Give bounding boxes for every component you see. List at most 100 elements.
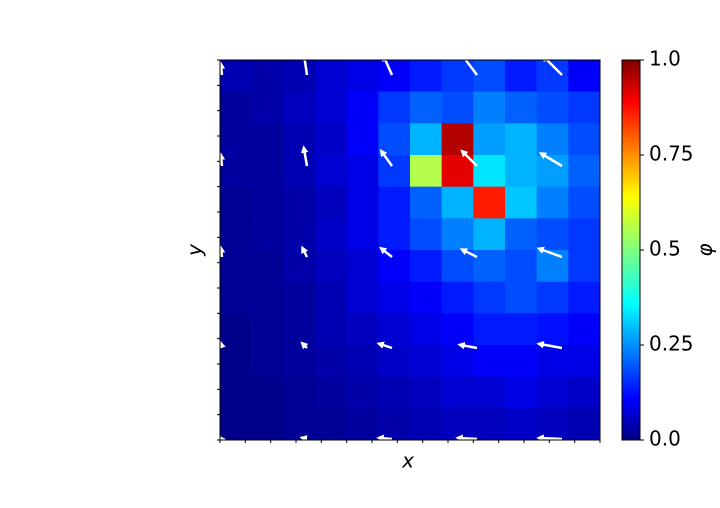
arrow: [217, 245, 226, 258]
cell: [473, 281, 506, 314]
cell: [473, 345, 506, 377]
cell: [441, 281, 474, 314]
cell: [505, 155, 537, 187]
cell: [346, 91, 379, 124]
cell: [410, 186, 442, 219]
cell: [283, 376, 316, 409]
cell: [568, 376, 601, 409]
arrow: [376, 341, 393, 350]
cell: [473, 186, 506, 219]
cell: [568, 186, 601, 219]
cell: [568, 123, 601, 156]
cell: [473, 218, 506, 251]
cell: [346, 60, 379, 92]
cell: [346, 313, 379, 346]
cell: [441, 218, 474, 251]
cell: [473, 313, 506, 346]
cell: [283, 91, 316, 124]
cell: [536, 91, 569, 124]
colorbar-tick-label: 0.0: [649, 427, 681, 451]
cell: [315, 376, 347, 409]
arrow: [457, 342, 478, 350]
cell: [568, 91, 601, 124]
cell: [220, 123, 252, 156]
cell: [568, 281, 601, 314]
arrow: [299, 435, 308, 443]
cell: [505, 313, 537, 346]
cell: [346, 155, 379, 187]
cell: [315, 123, 347, 156]
arrow: [379, 148, 394, 167]
cell: [283, 408, 316, 441]
colorbar-label: φ: [693, 243, 717, 256]
cell: [441, 123, 474, 156]
cell: [410, 408, 442, 441]
arrow: [538, 152, 563, 168]
cell: [220, 218, 252, 251]
arrow: [218, 340, 226, 349]
colorbar-tick-label: 0.5: [649, 237, 681, 261]
cell: [378, 60, 411, 92]
cell: [505, 60, 537, 92]
cell: [473, 60, 506, 92]
cell: [251, 155, 284, 187]
cell: [473, 123, 506, 156]
cell: [220, 345, 252, 377]
arrow: [300, 51, 309, 76]
cell: [378, 408, 411, 441]
cell: [410, 218, 442, 251]
cell: [346, 376, 379, 409]
arrow: [300, 145, 309, 167]
cell: [410, 313, 442, 346]
cell: [251, 186, 284, 219]
arrow: [536, 340, 563, 350]
cell: [220, 186, 252, 219]
arrow: [301, 245, 309, 258]
cell: [536, 376, 569, 409]
cell: [378, 218, 411, 251]
cell: [220, 60, 252, 92]
arrow: [536, 246, 563, 259]
cell: [441, 345, 474, 377]
cell: [410, 91, 442, 124]
cell: [251, 60, 284, 92]
cell: [536, 408, 569, 441]
cell: [536, 218, 569, 251]
cell: [441, 250, 474, 282]
cell: [378, 345, 411, 377]
cell: [315, 91, 347, 124]
cell: [505, 123, 537, 156]
arrow: [459, 52, 478, 76]
cell: [283, 250, 316, 282]
cell: [315, 250, 347, 282]
cell: [378, 91, 411, 124]
cell: [283, 60, 316, 92]
cell: [378, 123, 411, 156]
cell: [346, 218, 379, 251]
cell: [441, 313, 474, 346]
cell: [568, 218, 601, 251]
cell: [536, 250, 569, 282]
arrow: [536, 434, 563, 442]
arrow: [217, 152, 226, 167]
cell: [410, 60, 442, 92]
arrow: [455, 434, 478, 442]
cell: [568, 345, 601, 377]
cell: [568, 60, 601, 92]
arrow: [459, 248, 478, 259]
cell: [251, 345, 284, 377]
cell: [315, 281, 347, 314]
cell: [410, 376, 442, 409]
arrow: [379, 246, 393, 258]
cell: [346, 250, 379, 282]
cell: [536, 313, 569, 346]
cell: [473, 155, 506, 187]
cell: [378, 155, 411, 187]
cell: [220, 250, 252, 282]
cell: [378, 313, 411, 346]
cell: [251, 313, 284, 346]
colorbar-tick-label: 1.0: [649, 47, 681, 71]
cell: [315, 60, 347, 92]
cell: [251, 408, 284, 441]
